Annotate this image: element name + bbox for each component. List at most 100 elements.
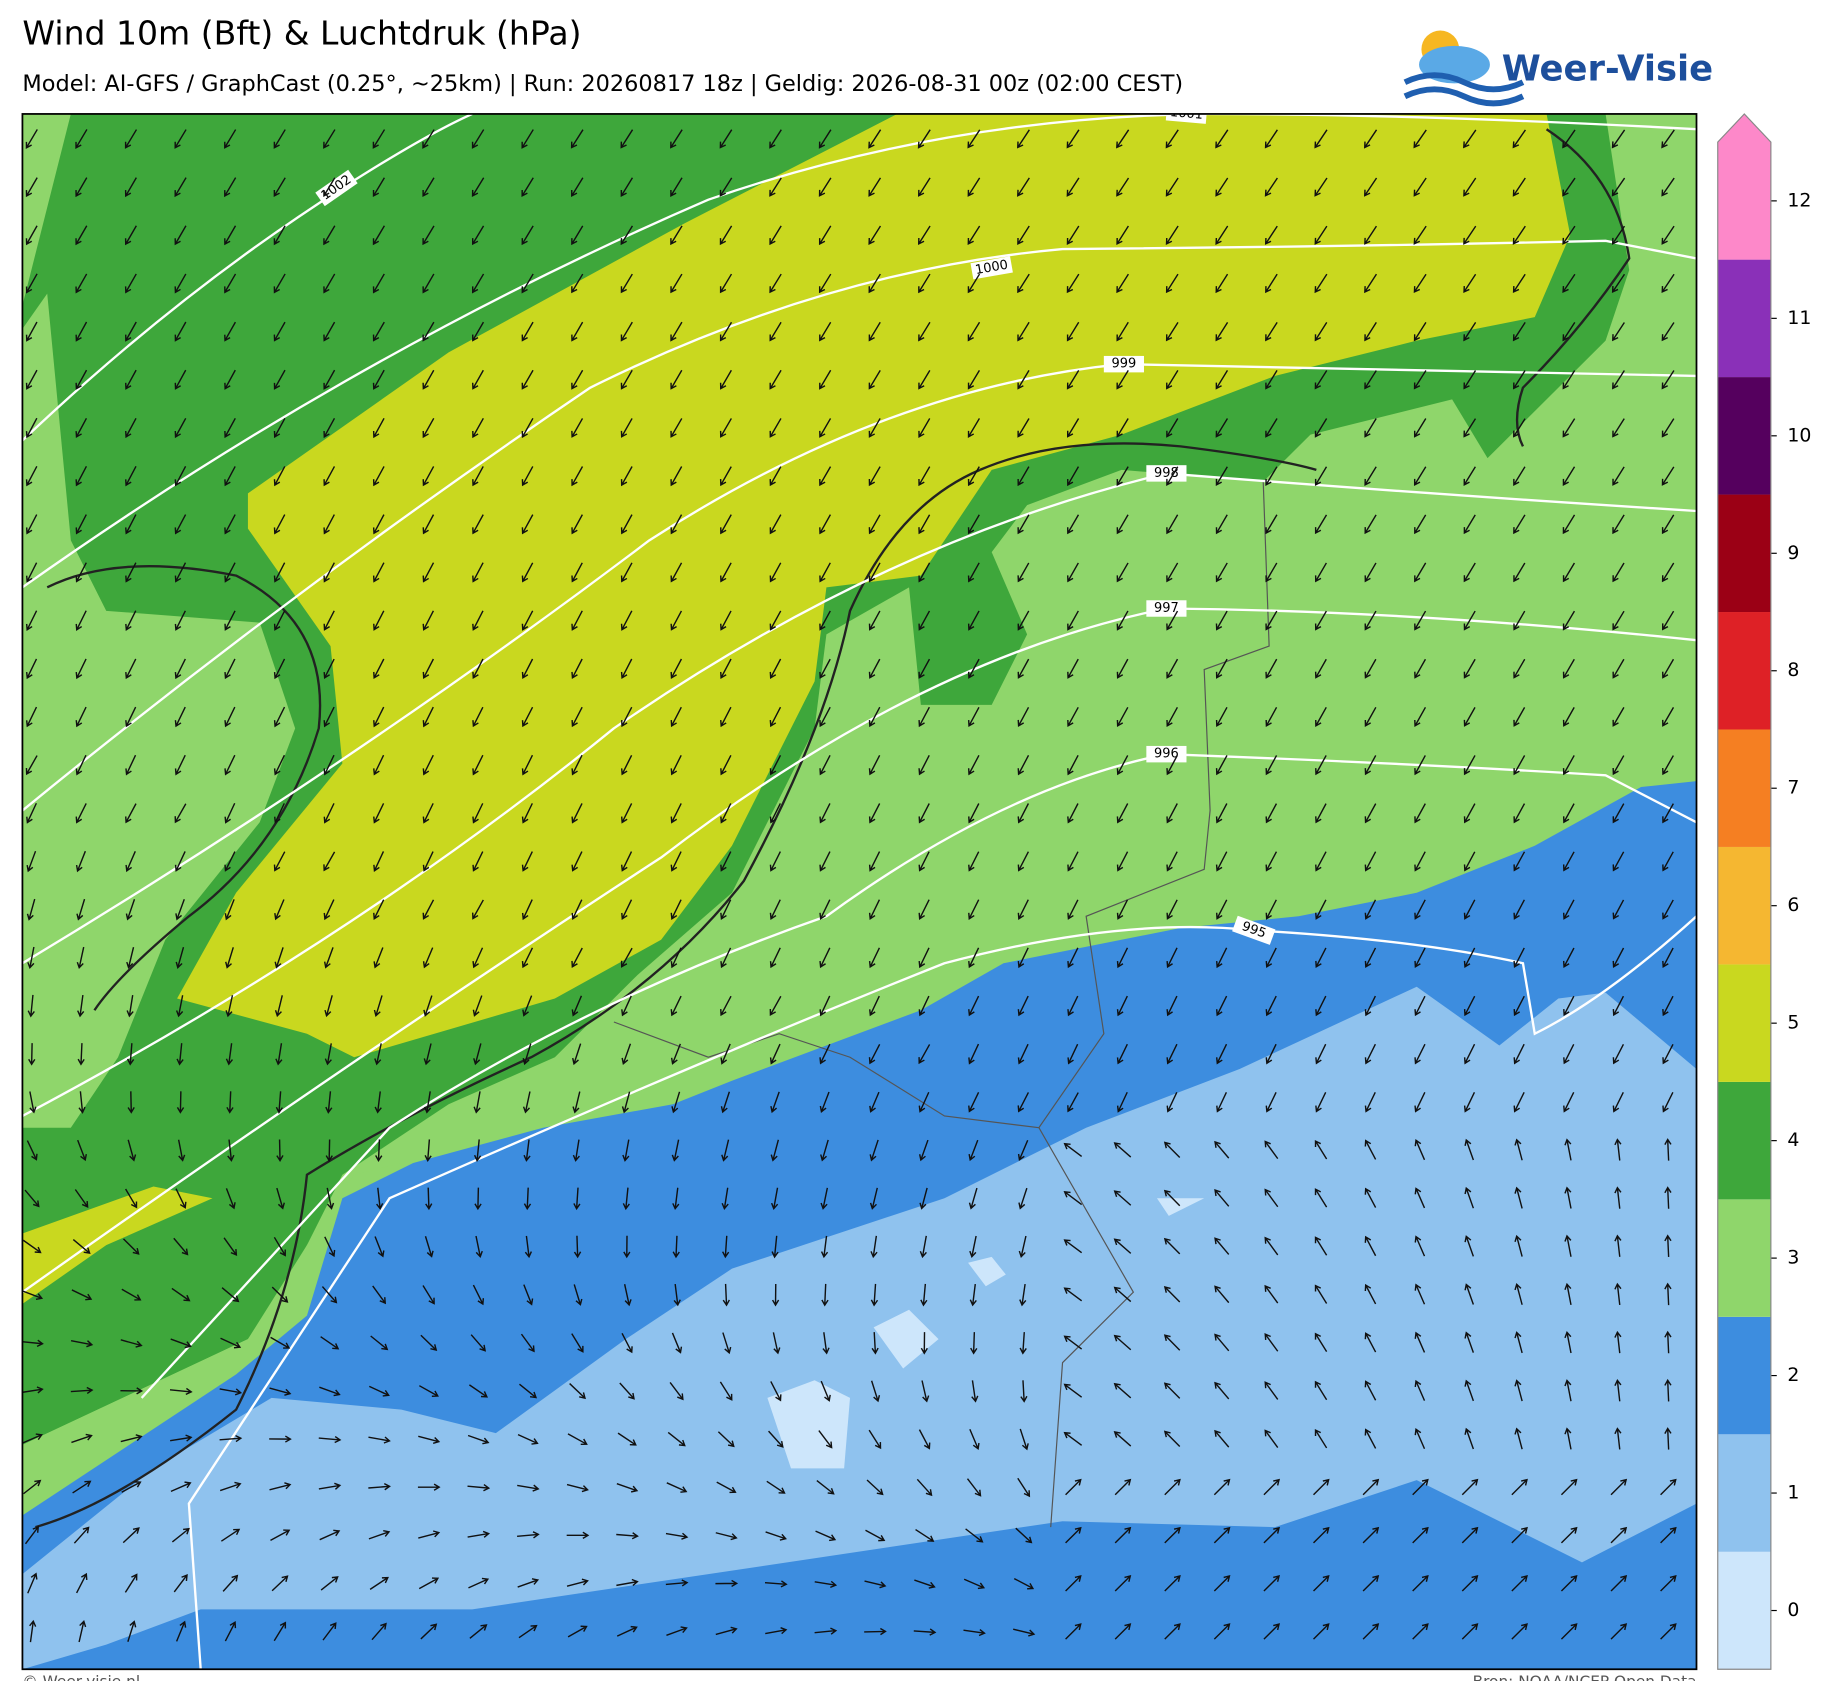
wind-arrow	[1414, 947, 1426, 969]
wind-arrow	[1264, 1284, 1279, 1304]
wind-arrow	[1263, 1623, 1281, 1640]
wind-arrow	[768, 1430, 784, 1448]
wind-arrow	[269, 1387, 292, 1396]
wind-arrow	[269, 1482, 292, 1491]
wind-arrow	[273, 706, 286, 728]
wind-arrow	[968, 1092, 980, 1113]
wind-arrow	[1562, 177, 1576, 197]
wind-arrow	[715, 1626, 738, 1636]
wind-arrow	[78, 1091, 86, 1114]
wind-arrow	[175, 898, 185, 921]
colorbar-label: 5	[1787, 1013, 1799, 1034]
wind-arrow	[620, 610, 633, 631]
wind-arrow	[22, 1386, 44, 1394]
wind-arrow	[1166, 947, 1178, 969]
wind-arrow	[125, 899, 136, 921]
wind-arrow	[1364, 755, 1377, 776]
wind-arrow	[325, 1139, 333, 1162]
wind-arrow	[1364, 706, 1377, 728]
wind-arrow	[573, 1235, 582, 1259]
wind-arrow	[868, 1043, 881, 1065]
wind-arrow	[720, 1091, 731, 1114]
wind-arrow	[1463, 129, 1477, 149]
wind-arrow	[127, 1620, 137, 1642]
wind-arrow	[864, 1580, 887, 1589]
wind-arrow	[224, 1621, 237, 1642]
wind-arrow	[174, 803, 187, 824]
wind-arrow	[918, 755, 930, 776]
colorbar-frame	[1717, 113, 1772, 1670]
wind-arrow	[1214, 1140, 1230, 1159]
wind-arrow	[122, 1238, 140, 1255]
wind-arrow	[422, 754, 434, 776]
wind-arrow	[1612, 1092, 1624, 1113]
wind-arrow	[1614, 1379, 1622, 1402]
wind-arrow	[372, 129, 386, 149]
wind-arrow	[422, 466, 435, 487]
wind-arrow	[1562, 321, 1576, 342]
wind-arrow	[1413, 418, 1427, 438]
wind-arrow	[1215, 610, 1228, 631]
wind-arrow	[472, 803, 484, 824]
wind-arrow	[1364, 418, 1377, 438]
wind-arrow	[1314, 273, 1328, 294]
wind-arrow	[870, 1235, 878, 1259]
wind-arrow	[273, 851, 286, 872]
wind-arrow	[970, 1332, 978, 1355]
wind-arrow	[1017, 370, 1030, 390]
wind-arrow	[521, 610, 534, 631]
wind-arrow	[969, 1283, 977, 1307]
wind-arrow	[25, 129, 38, 149]
wind-arrow	[1512, 321, 1526, 342]
wind-arrow	[1264, 1332, 1279, 1352]
wind-arrow	[472, 851, 484, 872]
wind-arrow	[1412, 1526, 1429, 1544]
wind-arrow	[868, 755, 881, 776]
wind-arrow	[1511, 1526, 1528, 1544]
wind-arrow	[273, 754, 286, 776]
wind-arrow	[1461, 1526, 1479, 1544]
wind-arrow	[1017, 418, 1030, 438]
isobar-label: 1001	[1169, 105, 1203, 123]
wind-arrow	[868, 562, 881, 583]
wind-arrow	[1065, 1526, 1082, 1544]
wind-arrow	[1166, 706, 1179, 728]
wind-arrow	[1116, 755, 1129, 776]
wind-arrow	[121, 1481, 142, 1493]
wind-arrow	[323, 947, 334, 969]
wind-arrow	[1364, 995, 1377, 1017]
colorbar-segment	[1717, 964, 1771, 1082]
wind-arrow	[319, 1529, 341, 1541]
wind-arrow	[1017, 466, 1030, 487]
wind-arrow	[224, 610, 236, 631]
wind-arrow	[174, 466, 187, 487]
wind-arrow	[1562, 129, 1576, 149]
wind-arrow	[1166, 610, 1179, 631]
wind-arrow	[620, 562, 633, 583]
wind-arrow	[1314, 610, 1327, 631]
wind-arrow	[126, 994, 134, 1018]
wind-arrow	[967, 129, 981, 149]
wind-arrow	[1264, 225, 1278, 245]
wind-arrow	[1662, 899, 1674, 920]
wind-arrow	[124, 177, 137, 198]
wind-arrow	[770, 1187, 779, 1211]
wind-arrow	[1166, 851, 1178, 872]
wind-arrow	[522, 1091, 531, 1114]
wind-arrow	[472, 562, 484, 583]
wind-arrow	[219, 1481, 242, 1492]
wind-arrow	[670, 947, 682, 969]
wind-arrow	[621, 1091, 631, 1114]
colorbar-segment	[1717, 1551, 1771, 1670]
wind-arrow	[1065, 1478, 1082, 1496]
wind-arrow	[75, 129, 88, 149]
wind-arrow	[869, 1187, 878, 1210]
wind-arrow	[471, 321, 485, 342]
wind-arrow	[1463, 755, 1476, 776]
wind-arrow	[1513, 562, 1526, 583]
wind-arrow	[376, 1187, 384, 1211]
wind-arrow	[721, 1139, 730, 1162]
wind-arrow	[1164, 1478, 1181, 1496]
wind-arrow	[1413, 129, 1427, 149]
